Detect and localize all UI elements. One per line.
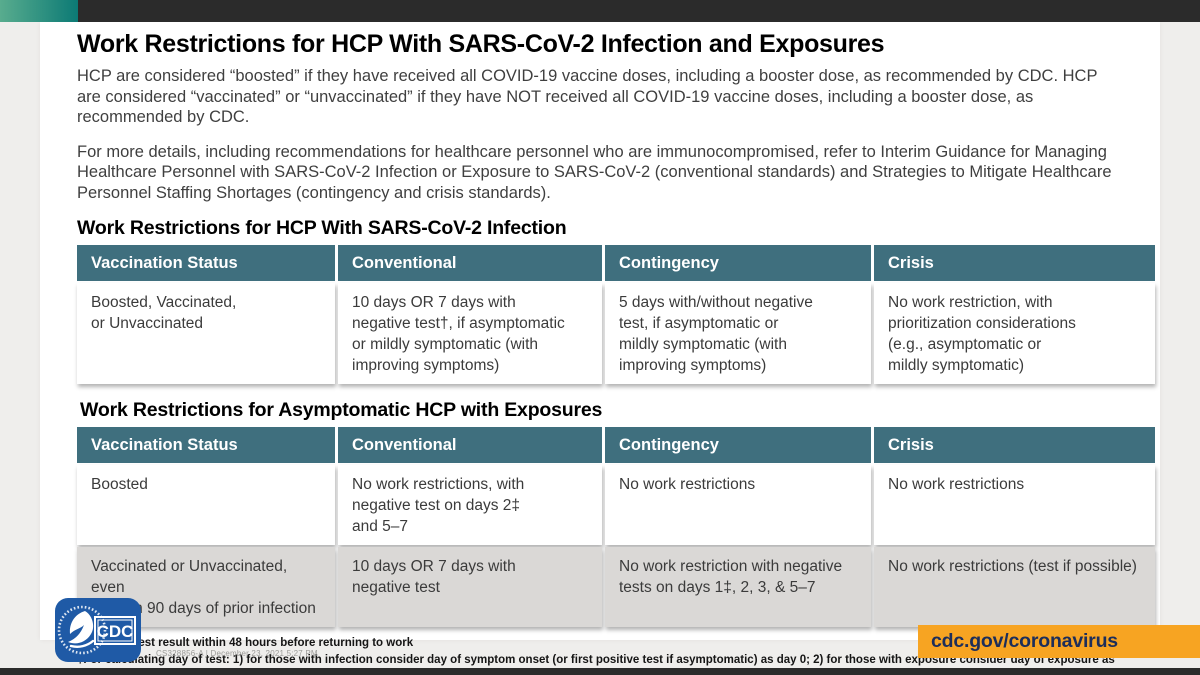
top-bar-green-gradient bbox=[0, 0, 78, 22]
infection-table-heading: Work Restrictions for HCP With SARS-CoV-… bbox=[77, 217, 567, 239]
cdc-coronavirus-url[interactable]: cdc.gov/coronavirus bbox=[931, 630, 1118, 652]
table-cell: No work restrictions bbox=[605, 465, 871, 545]
column-header-contingency: Contingency bbox=[605, 245, 871, 281]
column-header-crisis: Crisis bbox=[874, 427, 1155, 463]
page-title: Work Restrictions for HCP With SARS-CoV-… bbox=[77, 30, 885, 58]
svg-text:CDC: CDC bbox=[97, 622, 134, 641]
cdc-hhs-logo: CDC bbox=[55, 598, 141, 662]
footnote-dagger: †Negative test result within 48 hours be… bbox=[77, 637, 414, 649]
column-header-conventional: Conventional bbox=[338, 427, 602, 463]
bottom-bar bbox=[0, 668, 1200, 675]
table-cell: 10 days OR 7 days with negative test†, i… bbox=[338, 283, 602, 384]
table-cell: No work restrictions (test if possible) bbox=[874, 547, 1155, 627]
infection-table: Vaccination Status Conventional Continge… bbox=[77, 245, 1158, 384]
column-header-vaccination-status: Vaccination Status bbox=[77, 245, 335, 281]
intro-paragraph-2: For more details, including recommendati… bbox=[77, 142, 1112, 202]
table-cell: Boosted, Vaccinated, or Unvaccinated bbox=[77, 283, 335, 384]
exposure-table-heading: Work Restrictions for Asymptomatic HCP w… bbox=[80, 399, 603, 421]
column-header-vaccination-status: Vaccination Status bbox=[77, 427, 335, 463]
intro-paragraph-1: HCP are considered “boosted” if they hav… bbox=[77, 67, 1098, 126]
table-cell: No work restrictions bbox=[874, 465, 1155, 545]
content-card: Work Restrictions for HCP With SARS-CoV-… bbox=[40, 22, 1160, 675]
url-banner[interactable]: cdc.gov/coronavirus bbox=[918, 625, 1200, 658]
hhs-eagle-icon: CDC bbox=[57, 605, 136, 655]
column-header-contingency: Contingency bbox=[605, 427, 871, 463]
table-cell: Boosted bbox=[77, 465, 335, 545]
column-header-conventional: Conventional bbox=[338, 245, 602, 281]
exposure-table: Vaccination Status Conventional Continge… bbox=[77, 427, 1158, 627]
document-id: CS328856-A | December 23, 2021 5:27 PM bbox=[156, 649, 318, 658]
content-area: Work Restrictions for HCP With SARS-CoV-… bbox=[40, 30, 1160, 675]
top-bar bbox=[0, 0, 1200, 22]
table-cell: 5 days with/without negative test, if as… bbox=[605, 283, 871, 384]
table-cell: 10 days OR 7 days with negative test bbox=[338, 547, 602, 627]
table-cell: No work restrictions, with negative test… bbox=[338, 465, 602, 545]
table-cell: No work restriction with negative tests … bbox=[605, 547, 871, 627]
table-cell: No work restriction, with prioritization… bbox=[874, 283, 1155, 384]
column-header-crisis: Crisis bbox=[874, 245, 1155, 281]
